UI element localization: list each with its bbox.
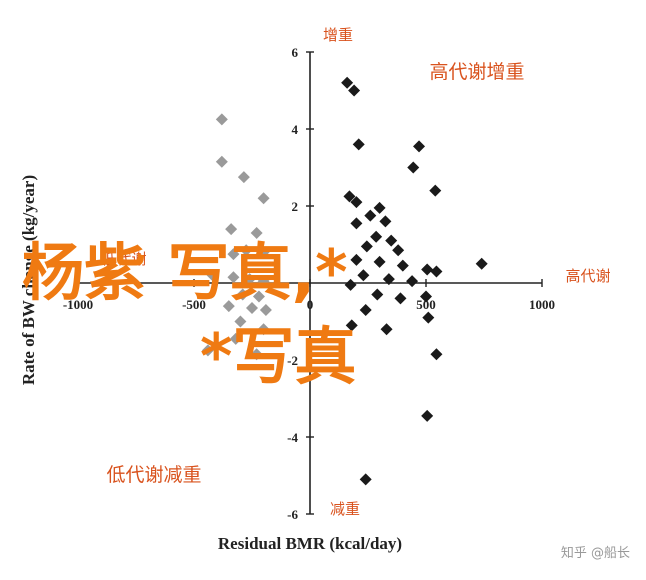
data-point xyxy=(392,244,405,257)
y-tick-label: 6 xyxy=(292,45,299,60)
data-point xyxy=(421,409,434,422)
data-point xyxy=(352,138,365,151)
data-point xyxy=(215,113,228,126)
data-point xyxy=(359,473,372,486)
data-point xyxy=(394,292,407,305)
data-point xyxy=(222,300,235,313)
data-point xyxy=(370,230,383,243)
data-point xyxy=(350,196,363,209)
x-tick-label: -500 xyxy=(182,297,206,312)
data-point xyxy=(250,226,263,239)
data-point xyxy=(259,303,272,316)
y-tick-label: -4 xyxy=(287,430,298,445)
y-tick-label: -2 xyxy=(287,353,298,368)
data-point xyxy=(422,311,435,324)
label-high-metabolism-gain: 高代谢增重 xyxy=(429,61,524,83)
data-point xyxy=(257,323,270,336)
data-point xyxy=(382,273,395,286)
x-tick-label: 1000 xyxy=(529,297,555,312)
data-point xyxy=(252,290,265,303)
label-low-metabolism-loss: 低代谢减重 xyxy=(106,464,201,486)
data-point xyxy=(420,290,432,303)
data-point xyxy=(206,269,219,282)
label-gain: 增重 xyxy=(323,26,353,44)
y-tick-label: 2 xyxy=(292,199,299,214)
label-loss: 减重 xyxy=(330,500,360,518)
label-high-metabolism: 高代谢 xyxy=(565,267,610,285)
data-point xyxy=(359,303,372,316)
label-low-metabolism: 低代谢 xyxy=(101,250,146,268)
data-point xyxy=(421,263,434,276)
series-1 xyxy=(341,76,488,486)
data-point xyxy=(385,234,398,247)
data-point xyxy=(236,288,249,301)
data-point xyxy=(364,209,377,222)
data-point xyxy=(343,190,356,203)
data-point xyxy=(243,273,256,286)
data-point xyxy=(430,348,443,361)
data-point xyxy=(345,319,358,332)
data-point xyxy=(350,253,363,266)
data-point xyxy=(234,315,247,328)
y-tick-label: 4 xyxy=(292,122,299,137)
data-point xyxy=(396,259,409,272)
data-point xyxy=(357,269,370,282)
data-point xyxy=(257,192,270,205)
data-point xyxy=(257,275,270,288)
y-ticks: 6 4 2 -2 -4 -6 xyxy=(287,45,314,522)
data-point xyxy=(341,76,354,89)
data-point xyxy=(344,278,357,291)
x-ticks: -1000 -500 0 500 1000 xyxy=(63,279,555,312)
y-axis-title: Rate of BW change (kg/year) xyxy=(19,175,38,385)
data-point xyxy=(407,161,420,174)
data-point xyxy=(237,171,250,184)
data-point xyxy=(240,244,253,257)
data-point xyxy=(250,348,263,361)
data-point xyxy=(201,344,214,357)
data-point xyxy=(380,323,393,336)
x-tick-label: -1000 xyxy=(63,297,93,312)
series-0 xyxy=(201,113,272,361)
data-point xyxy=(350,217,363,230)
overlay-title-line1: 杨紫 写真,* xyxy=(22,236,348,309)
data-points xyxy=(201,76,488,486)
data-point xyxy=(215,155,228,168)
data-point xyxy=(227,271,240,284)
data-point xyxy=(227,248,240,261)
data-point xyxy=(373,255,386,268)
data-point xyxy=(348,84,361,97)
data-point xyxy=(246,302,258,315)
data-point xyxy=(379,215,392,228)
data-point xyxy=(475,257,488,270)
watermark: 知乎 @船长 xyxy=(561,545,630,561)
data-point xyxy=(373,201,386,214)
data-point xyxy=(406,275,419,288)
data-point xyxy=(430,265,443,278)
x-axis-title: Residual BMR (kcal/day) xyxy=(218,534,402,553)
data-point xyxy=(429,184,442,197)
y-tick-label: -6 xyxy=(287,507,298,522)
data-point xyxy=(371,288,384,301)
x-tick-label: 0 xyxy=(307,297,314,312)
data-point xyxy=(229,332,242,345)
data-point xyxy=(257,246,270,259)
data-point xyxy=(360,240,373,253)
x-tick-label: 500 xyxy=(416,297,436,312)
data-point xyxy=(413,140,426,153)
data-point xyxy=(225,223,238,236)
overlay-title-line2: *写真 xyxy=(200,320,356,393)
